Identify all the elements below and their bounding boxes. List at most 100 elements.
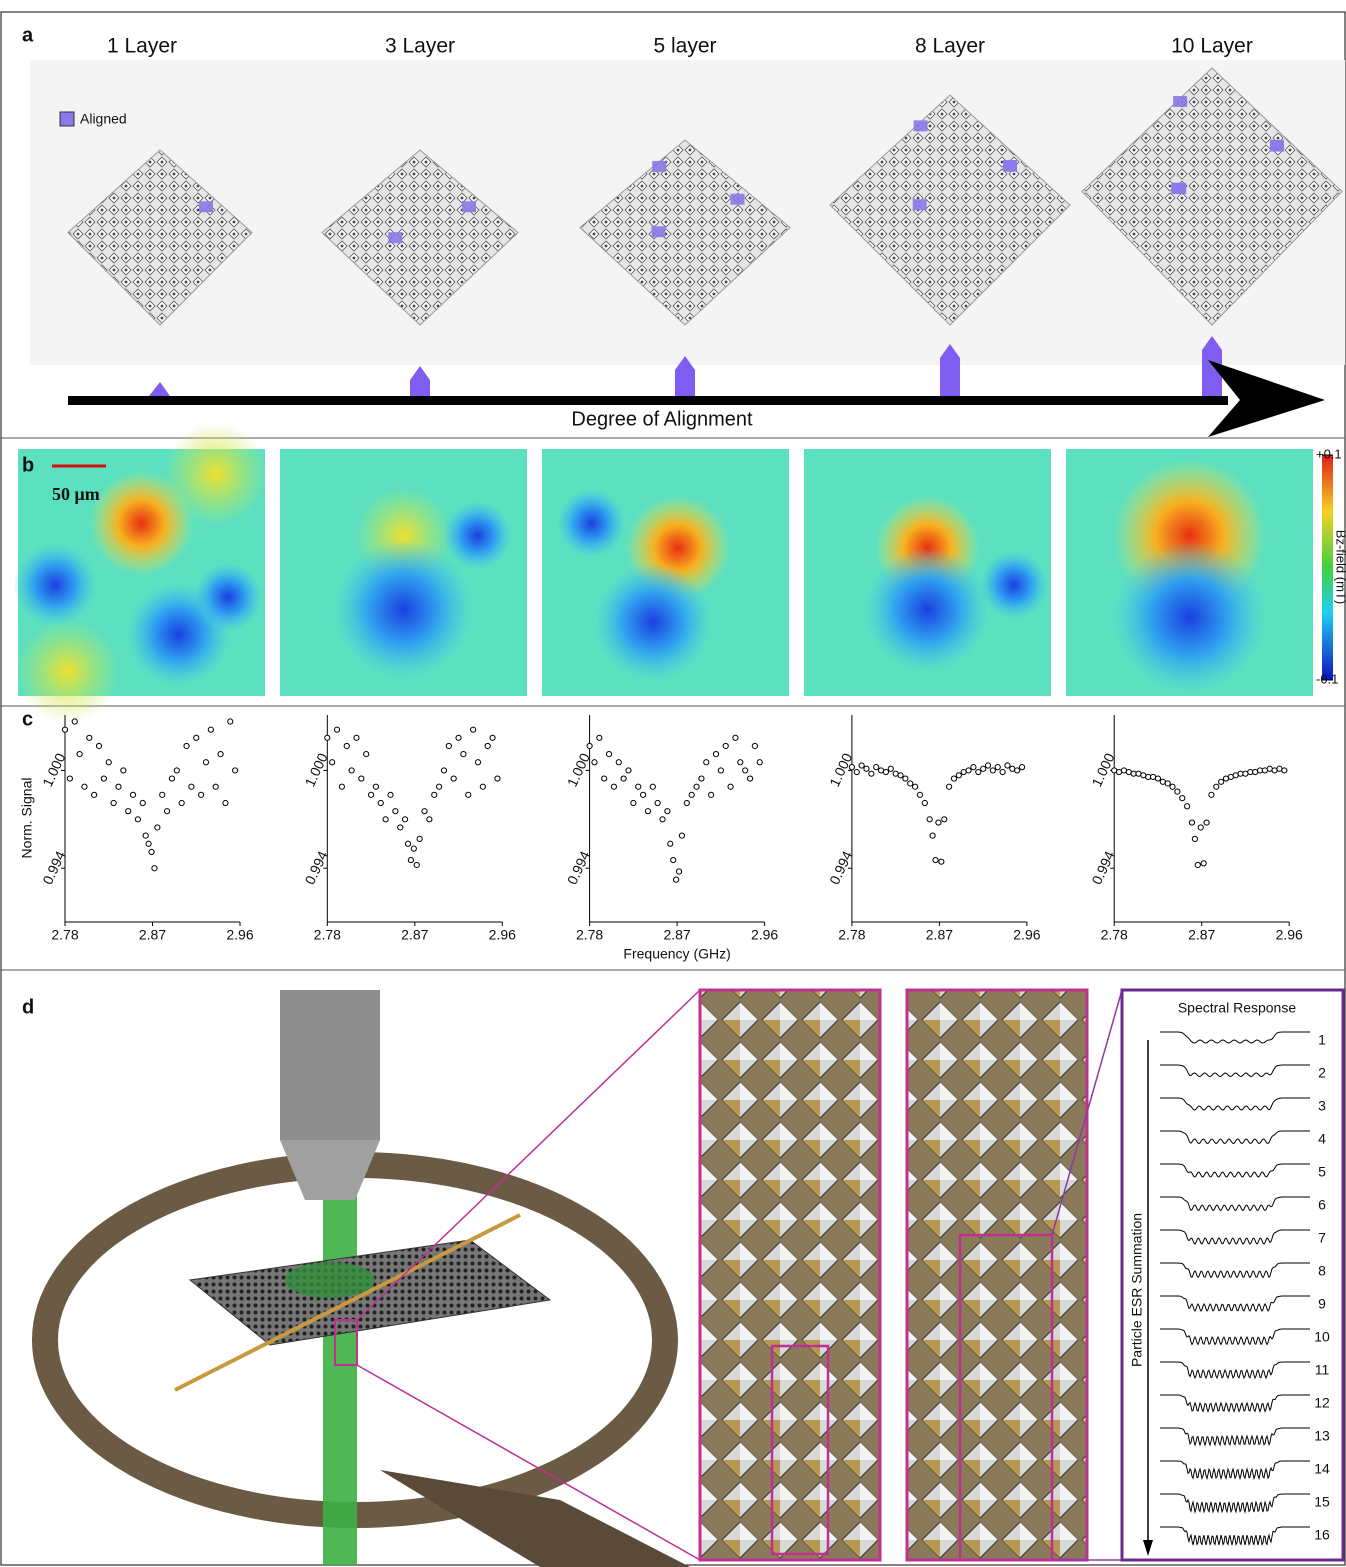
data-point: [436, 783, 443, 790]
data-point: [950, 775, 958, 782]
aligned-particle: [462, 201, 476, 213]
data-point: [858, 762, 865, 769]
spectra-title: Spectral Response: [1178, 1000, 1297, 1016]
panel-d: Spectral Response Particle ESR Summation 1…: [32, 988, 1345, 1567]
esr-trace: [1160, 1163, 1310, 1178]
y-tick-label: 1.000: [301, 750, 330, 789]
data-point: [659, 816, 666, 823]
field-feature: [1113, 540, 1266, 694]
zoom-panel: [698, 988, 882, 1562]
y-tick-label: 0.994: [1088, 848, 1117, 887]
alignment-arrowhead: [1208, 360, 1325, 437]
data-point: [61, 726, 69, 733]
data-point: [421, 808, 428, 815]
data-point: [227, 718, 234, 725]
data-point: [426, 816, 433, 823]
x-tick-label: 2.96: [751, 927, 778, 943]
zoom-box: [770, 1344, 830, 1556]
x-tick-label: 2.87: [139, 927, 166, 943]
particle-pyramid: [1081, 67, 1343, 326]
data-point: [470, 726, 477, 733]
aligned-particle: [1173, 95, 1188, 107]
legend-swatch: [59, 111, 75, 127]
data-point: [975, 768, 982, 776]
data-point: [848, 764, 856, 771]
data-point: [935, 819, 942, 826]
aligned-particle: [1171, 182, 1186, 194]
aligned-particle: [913, 120, 928, 132]
colorbar-tick-label: +0.1: [1316, 446, 1342, 461]
data-point: [163, 808, 171, 815]
trace-number: 9: [1318, 1296, 1326, 1312]
alignment-arrow: [940, 344, 960, 396]
alignment-arrow: [149, 382, 170, 396]
data-point: [120, 767, 127, 774]
trace-number: 12: [1314, 1395, 1330, 1411]
data-point: [460, 751, 467, 758]
data-point: [168, 775, 176, 782]
esr-trace: [1160, 1394, 1310, 1413]
data-point: [202, 759, 210, 766]
y-tick-label: 0.994: [564, 848, 593, 887]
x-tick-label: 2.78: [838, 927, 865, 943]
data-point: [586, 742, 593, 750]
data-point: [654, 799, 661, 807]
field-feature: [334, 540, 473, 679]
trace-number: 14: [1314, 1461, 1330, 1477]
data-point: [377, 799, 384, 807]
aligned-particle: [652, 160, 667, 172]
data-point: [683, 799, 690, 807]
data-point: [897, 772, 904, 779]
panel-label: b: [22, 454, 34, 476]
field-feature: [163, 421, 268, 526]
data-point: [667, 840, 674, 847]
data-point: [455, 734, 462, 741]
particle-pyramid: [579, 139, 791, 326]
data-point: [353, 734, 360, 741]
data-point: [921, 799, 928, 807]
zoom-line: [356, 1364, 701, 1561]
data-point: [994, 764, 1001, 771]
aligned-particle: [1002, 160, 1017, 172]
data-point: [751, 742, 758, 750]
data-point: [445, 742, 452, 750]
x-axis-label: Frequency (GHz): [623, 946, 730, 962]
trace-number: 7: [1318, 1230, 1326, 1246]
field-feature: [865, 547, 990, 672]
x-tick-label: 2.78: [1101, 927, 1128, 943]
microwave-wire: [174, 1213, 521, 1392]
data-point: [217, 751, 224, 758]
data-point: [159, 791, 166, 798]
data-point: [1213, 783, 1220, 790]
esr-trace: [1160, 1361, 1310, 1380]
aligned-particle: [651, 226, 666, 238]
particle-pyramid: [321, 149, 519, 326]
trace-number: 11: [1315, 1362, 1330, 1378]
data-point: [596, 734, 603, 741]
data-point: [324, 734, 331, 741]
y-tick-label: 1.000: [39, 750, 68, 789]
data-point: [746, 775, 754, 782]
data-point: [178, 799, 185, 807]
field-feature: [979, 550, 1049, 620]
data-point: [868, 770, 875, 777]
esr-trace: [1160, 1097, 1310, 1111]
x-tick-label: 2.96: [489, 927, 516, 943]
objective-tip: [280, 1140, 380, 1200]
data-point: [348, 767, 355, 774]
layer-label: 10 Layer: [1171, 35, 1253, 58]
particle-pyramid: [829, 94, 1071, 326]
layer-label: 1 Layer: [107, 35, 177, 58]
data-point: [1281, 767, 1288, 774]
data-point: [693, 783, 700, 790]
data-point: [392, 808, 399, 815]
data-point: [1184, 803, 1191, 810]
data-point: [154, 824, 161, 831]
data-point: [440, 767, 448, 774]
data-point: [717, 767, 724, 774]
scale-label: 50 μm: [52, 484, 100, 504]
data-point: [382, 816, 389, 823]
x-tick-label: 2.87: [1188, 927, 1215, 943]
data-point: [183, 742, 190, 750]
legend-label: Aligned: [80, 111, 127, 127]
